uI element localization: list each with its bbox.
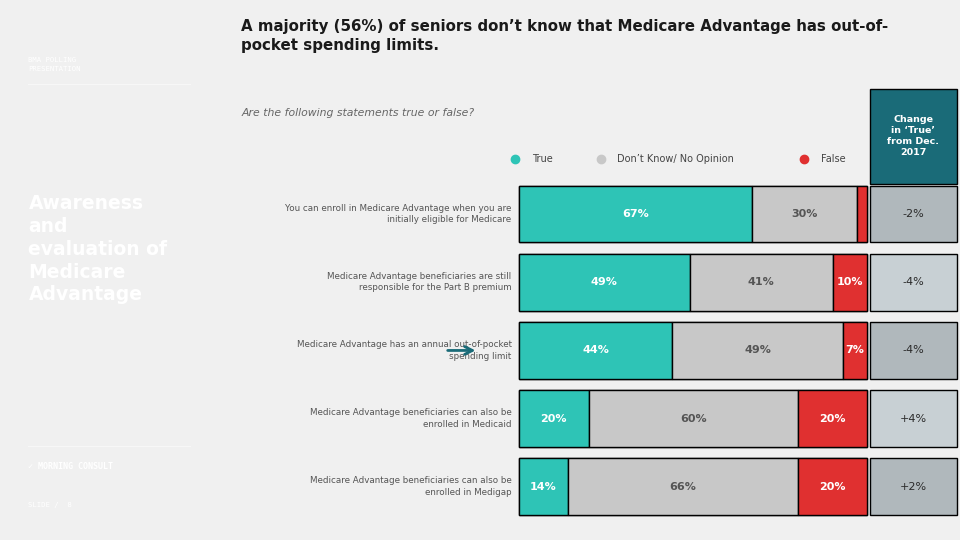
Text: Don’t Know/ No Opinion: Don’t Know/ No Opinion — [617, 154, 733, 164]
Text: +2%: +2% — [900, 482, 926, 491]
FancyBboxPatch shape — [870, 186, 957, 242]
Text: 20%: 20% — [819, 482, 846, 491]
FancyBboxPatch shape — [753, 186, 857, 242]
FancyBboxPatch shape — [519, 390, 868, 447]
Text: 49%: 49% — [744, 346, 771, 355]
Text: 30%: 30% — [791, 210, 818, 219]
Text: 49%: 49% — [591, 278, 618, 287]
FancyBboxPatch shape — [519, 186, 753, 242]
FancyBboxPatch shape — [870, 390, 957, 447]
FancyBboxPatch shape — [519, 458, 567, 515]
Text: Medicare Advantage has an annual out-of-pocket
spending limit: Medicare Advantage has an annual out-of-… — [297, 340, 512, 361]
Text: 44%: 44% — [582, 346, 609, 355]
Text: Awareness
and
evaluation of
Medicare
Advantage: Awareness and evaluation of Medicare Adv… — [29, 194, 167, 305]
Text: Change
in ‘True’
from Dec.
2017: Change in ‘True’ from Dec. 2017 — [887, 115, 939, 158]
FancyBboxPatch shape — [798, 390, 867, 447]
FancyBboxPatch shape — [870, 89, 957, 184]
Text: SLIDE /  8: SLIDE / 8 — [29, 502, 72, 508]
FancyBboxPatch shape — [519, 322, 672, 379]
Text: 14%: 14% — [530, 482, 557, 491]
Text: -2%: -2% — [902, 210, 924, 219]
Text: Medicare Advantage beneficiaries are still
responsible for the Part B premium: Medicare Advantage beneficiaries are sti… — [327, 272, 512, 293]
Text: 7%: 7% — [846, 346, 865, 355]
Text: 41%: 41% — [748, 278, 775, 287]
FancyBboxPatch shape — [519, 322, 868, 379]
Text: BMA POLLING
PRESENTATION: BMA POLLING PRESENTATION — [29, 57, 81, 72]
Text: -4%: -4% — [902, 346, 924, 355]
FancyBboxPatch shape — [832, 254, 868, 310]
Text: True: True — [532, 154, 552, 164]
Text: A majority (56%) of seniors don’t know that Medicare Advantage has out-of-
pocke: A majority (56%) of seniors don’t know t… — [241, 19, 888, 53]
Text: -4%: -4% — [902, 278, 924, 287]
Text: 10%: 10% — [837, 278, 863, 287]
FancyBboxPatch shape — [519, 390, 588, 447]
FancyBboxPatch shape — [588, 390, 798, 447]
FancyBboxPatch shape — [519, 254, 689, 310]
Text: +4%: +4% — [900, 414, 926, 423]
Text: 20%: 20% — [540, 414, 567, 423]
FancyBboxPatch shape — [519, 186, 868, 242]
Text: Are the following statements true or false?: Are the following statements true or fal… — [241, 108, 474, 118]
Text: 66%: 66% — [669, 482, 696, 491]
FancyBboxPatch shape — [567, 458, 798, 515]
Text: Medicare Advantage beneficiaries can also be
enrolled in Medigap: Medicare Advantage beneficiaries can als… — [310, 476, 512, 497]
FancyBboxPatch shape — [870, 322, 957, 379]
FancyBboxPatch shape — [672, 322, 843, 379]
Text: You can enroll in Medicare Advantage when you are
initially eligible for Medicar: You can enroll in Medicare Advantage whe… — [285, 204, 512, 225]
FancyBboxPatch shape — [519, 254, 868, 310]
FancyBboxPatch shape — [870, 254, 957, 310]
Text: ✓ MORNING CONSULT: ✓ MORNING CONSULT — [29, 462, 113, 471]
FancyBboxPatch shape — [798, 458, 867, 515]
Text: 20%: 20% — [819, 414, 846, 423]
FancyBboxPatch shape — [857, 186, 868, 242]
Text: Medicare Advantage beneficiaries can also be
enrolled in Medicaid: Medicare Advantage beneficiaries can als… — [310, 408, 512, 429]
Text: 67%: 67% — [622, 210, 649, 219]
Text: 60%: 60% — [680, 414, 707, 423]
Text: False: False — [821, 154, 846, 164]
FancyBboxPatch shape — [689, 254, 832, 310]
FancyBboxPatch shape — [843, 322, 868, 379]
FancyBboxPatch shape — [519, 458, 868, 515]
FancyBboxPatch shape — [870, 458, 957, 515]
